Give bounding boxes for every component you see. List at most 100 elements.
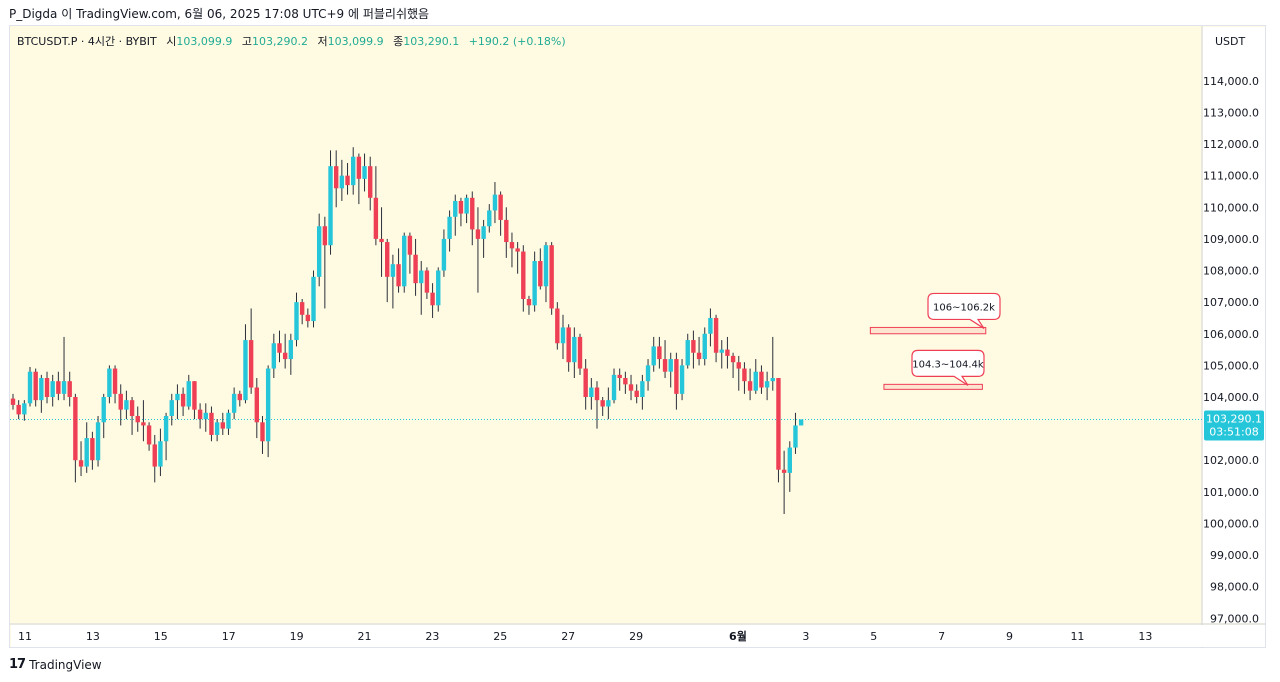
time-axis-background[interactable] xyxy=(11,625,1265,647)
open-value: 103,099.9 xyxy=(176,35,233,48)
symbol-label[interactable]: BTCUSDT.P · 4시간 · BYBIT xyxy=(17,35,157,48)
candle-up xyxy=(668,359,673,372)
close-label: 종 xyxy=(393,35,404,48)
candle-down xyxy=(356,156,362,179)
candle-down xyxy=(44,378,50,397)
candle-up xyxy=(203,412,208,420)
candle-up xyxy=(543,245,549,287)
candle-up xyxy=(39,378,44,401)
candle-down xyxy=(220,422,225,429)
y-tick-label: 100,000.0 xyxy=(1203,517,1259,530)
candle-up xyxy=(175,393,180,401)
y-tick-label: 108,000.0 xyxy=(1203,265,1259,278)
candle-down xyxy=(146,425,152,445)
candle-down xyxy=(657,346,662,360)
y-tick-label: 104,000.0 xyxy=(1203,391,1259,404)
candle-up xyxy=(101,397,106,423)
candle-up xyxy=(481,226,486,239)
low-value: 103,099.9 xyxy=(327,35,384,48)
resistance-zone[interactable] xyxy=(883,383,983,390)
candle-up xyxy=(606,400,611,407)
candle-down xyxy=(736,362,741,369)
candle-up xyxy=(316,226,322,277)
candle-down xyxy=(730,355,736,363)
candle-up xyxy=(288,340,294,360)
open-label: 시 xyxy=(166,35,177,48)
candle-up xyxy=(226,412,231,429)
candle-up xyxy=(719,349,724,353)
y-tick-label: 101,000.0 xyxy=(1203,486,1259,499)
candle-up xyxy=(271,343,277,369)
candle-down xyxy=(747,381,753,391)
chart-pane[interactable] xyxy=(9,25,1266,648)
candle-up xyxy=(453,200,458,217)
candle-down xyxy=(407,235,413,255)
candle-down xyxy=(521,251,526,299)
candle-down xyxy=(112,368,118,394)
candle-down xyxy=(470,197,475,230)
candle-down xyxy=(713,317,719,353)
candle-up xyxy=(294,302,299,341)
candle-up xyxy=(339,175,345,189)
candle-up xyxy=(753,371,758,391)
candle-down xyxy=(475,229,481,239)
zone-callout[interactable] xyxy=(927,292,1001,329)
candle-down xyxy=(277,343,282,353)
candle-down xyxy=(73,397,78,461)
currency-label[interactable]: USDT xyxy=(1215,35,1246,48)
x-tick-label: 13 xyxy=(86,630,100,643)
candle-down xyxy=(617,374,622,379)
x-tick-label: 21 xyxy=(358,630,372,643)
y-tick-label: 112,000.0 xyxy=(1203,138,1259,151)
candle-down xyxy=(696,352,702,360)
candle-down xyxy=(237,393,242,401)
candle-down xyxy=(152,444,157,467)
candle-up xyxy=(640,381,645,397)
y-tick-label: 97,000.0 xyxy=(1210,612,1259,625)
candle-up xyxy=(708,317,713,334)
candle-down xyxy=(509,242,515,249)
candle-down xyxy=(628,384,634,391)
candle-down xyxy=(549,245,554,309)
candle-down xyxy=(577,336,583,369)
candle-up xyxy=(311,276,316,322)
candle-down xyxy=(538,261,543,287)
candle-down xyxy=(781,469,787,473)
candle-down xyxy=(776,378,781,470)
x-tick-label: 9 xyxy=(1006,630,1013,643)
candle-down xyxy=(254,387,260,423)
x-tick-label: 7 xyxy=(938,630,945,643)
last-price-badge[interactable] xyxy=(1204,410,1264,441)
candle-down xyxy=(90,438,95,461)
resistance-zone[interactable] xyxy=(869,326,987,335)
candle-down xyxy=(413,254,418,284)
candle-down xyxy=(555,308,560,344)
candle-down xyxy=(526,298,532,306)
candle-down xyxy=(600,400,605,407)
candle-down xyxy=(56,381,61,394)
price-axis-background[interactable] xyxy=(1203,27,1265,623)
candle-up xyxy=(572,336,577,363)
x-tick-label: 25 xyxy=(493,630,507,643)
candle-up xyxy=(532,261,537,306)
candle-down xyxy=(662,359,668,372)
y-tick-label: 106,000.0 xyxy=(1203,328,1259,341)
change-value: +190.2 (+0.18%) xyxy=(468,35,566,48)
candle-up xyxy=(787,447,792,473)
candle-up xyxy=(328,166,333,246)
zone-callout[interactable] xyxy=(911,349,985,386)
candle-down xyxy=(515,248,520,252)
x-tick-label: 27 xyxy=(561,630,575,643)
candle-down xyxy=(379,238,384,243)
candle-up xyxy=(685,340,690,366)
candle-down xyxy=(759,371,764,388)
candle-down xyxy=(368,166,373,198)
candle-down xyxy=(583,368,588,397)
candle-up xyxy=(702,333,707,360)
high-value: 103,290.2 xyxy=(251,35,308,48)
candle-down xyxy=(180,393,186,407)
y-tick-label: 114,000.0 xyxy=(1203,75,1259,88)
candle-up xyxy=(50,381,55,397)
close-value: 103,290.1 xyxy=(403,35,460,48)
